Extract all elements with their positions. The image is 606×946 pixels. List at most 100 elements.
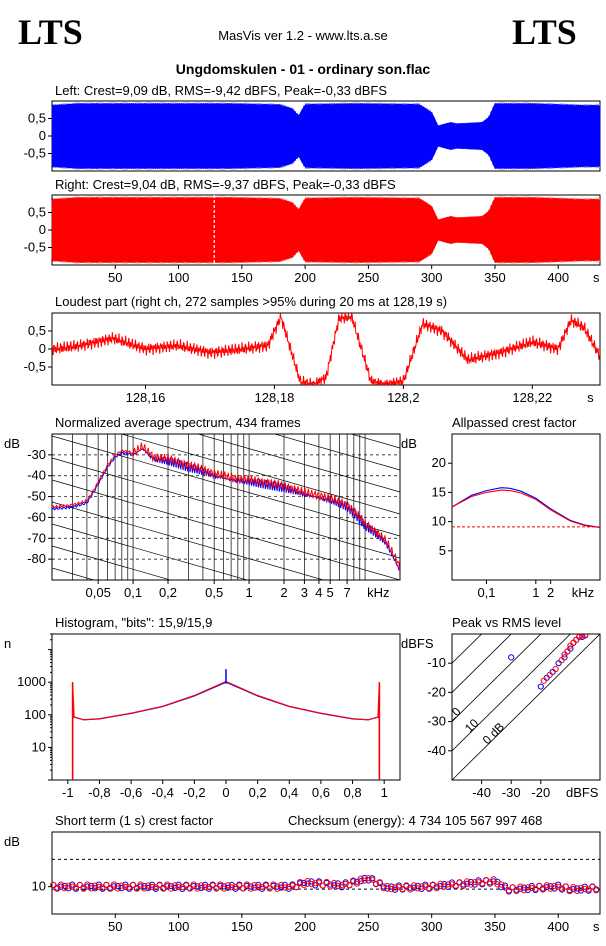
- short-crest-point: [490, 876, 497, 883]
- short-crest-point: [171, 884, 178, 892]
- right-xtick-label: 150: [231, 270, 253, 285]
- right-ytick-label: -0,5: [24, 240, 46, 255]
- short-crest-point: [577, 884, 585, 892]
- loudest-ytick-label: 0,5: [28, 323, 46, 338]
- short-crest-point: [566, 888, 573, 895]
- short-crest-point: [122, 883, 129, 891]
- spectrum-slope-line: [350, 434, 400, 449]
- right-xtick-label: 100: [168, 270, 190, 285]
- short-crest-point: [133, 885, 140, 892]
- short-crest-point: [186, 885, 193, 892]
- short-crest-point: [338, 884, 345, 891]
- short-crest-point: [334, 882, 342, 890]
- short-crest-point: [240, 885, 247, 892]
- peak-rms-point: [573, 636, 580, 643]
- short-crest-ytick-label: 10: [32, 879, 46, 894]
- spectrum-slope-line: [52, 457, 400, 559]
- spectrum-slope-line: [52, 545, 172, 580]
- short-crest-point: [486, 880, 493, 887]
- short-crest-point: [475, 877, 482, 884]
- right-xtick-label: 400: [547, 270, 569, 285]
- short-crest-point: [69, 881, 76, 888]
- short-crest-point: [270, 881, 277, 888]
- loudest-xtick-label: s: [587, 390, 594, 405]
- short-crest-point: [353, 878, 361, 885]
- short-crest-point: [91, 885, 99, 892]
- short-crest-xtick-label: s: [593, 919, 600, 934]
- short-crest-point: [247, 885, 254, 892]
- short-crest-point: [452, 882, 459, 889]
- short-crest-point: [319, 882, 326, 889]
- short-crest-point: [524, 884, 532, 891]
- short-crest-point: [536, 882, 543, 890]
- spectrum-grid: [52, 434, 400, 778]
- right-xtick-label: s: [593, 270, 600, 285]
- short-crest-point: [57, 881, 65, 888]
- peak-rms-crest-line: [452, 634, 571, 752]
- short-crest-point: [95, 883, 102, 890]
- short-crest-xtick-label: 200: [294, 919, 316, 934]
- allpassed-xtick-label: kHz: [572, 585, 594, 600]
- peak-rms-title: Peak vs RMS level: [452, 615, 561, 630]
- peak-rms-point: [549, 668, 556, 676]
- short-crest-point: [259, 885, 266, 892]
- short-crest-point: [456, 879, 463, 886]
- short-crest-point: [84, 881, 91, 888]
- short-crest-point: [213, 885, 220, 892]
- loudest-waveform: [51, 311, 601, 387]
- logo-left: LTS: [18, 12, 83, 52]
- short-crest-point: [369, 876, 376, 883]
- allpassed-ytick-label: 10: [432, 514, 446, 529]
- spectrum-ytick-label: -30: [27, 447, 46, 462]
- histogram-ytick-label: 100: [24, 707, 46, 722]
- histogram-frame: [51, 633, 401, 781]
- short-crest-point: [384, 883, 391, 890]
- short-crest-point: [445, 881, 452, 888]
- short-crest-point: [160, 885, 167, 892]
- spectrum-series-line: [52, 442, 400, 573]
- short-crest-point: [312, 880, 319, 887]
- short-crest-point: [353, 880, 361, 887]
- left-ytick-label: -0,5: [24, 146, 46, 161]
- short-crest-xtick-label: 100: [168, 919, 190, 934]
- short-crest-point: [145, 882, 152, 889]
- allpassed-ytick-label: 15: [432, 484, 446, 499]
- peak-rms-point: [555, 660, 562, 667]
- short-crest-point: [414, 882, 421, 889]
- histogram-xtick-label: -0,2: [183, 785, 205, 800]
- short-crest-point: [388, 886, 395, 893]
- short-crest-point: [555, 881, 562, 888]
- short-crest-point: [262, 882, 269, 889]
- short-crest-point: [346, 882, 353, 889]
- short-crest-xtick-label: 400: [547, 919, 569, 934]
- short-crest-point: [129, 882, 137, 889]
- short-crest-point: [475, 879, 482, 886]
- short-crest-point: [198, 884, 205, 892]
- allpassed-ylabel: dB: [401, 436, 417, 451]
- short-crest-point: [407, 886, 414, 893]
- peak-rms-point: [552, 665, 559, 673]
- allpassed-ytick-label: 5: [439, 543, 446, 558]
- short-crest-point: [570, 884, 577, 891]
- short-crest-point: [388, 883, 395, 890]
- short-crest-point: [342, 880, 349, 887]
- short-crest-point: [577, 887, 585, 894]
- right-channel-title: Right: Crest=9,04 dB, RMS=-9,37 dBFS, Pe…: [55, 177, 396, 192]
- histogram-ylabel: n: [4, 636, 11, 651]
- short-crest-point: [221, 885, 228, 892]
- short-crest-point: [433, 885, 440, 892]
- spectrum-title: Normalized average spectrum, 434 frames: [55, 415, 301, 430]
- right-waveform: [51, 196, 601, 264]
- peak-rms-frame: [451, 633, 601, 781]
- loudest-ytick-label: -0,5: [24, 359, 46, 374]
- short-crest-point: [148, 883, 156, 891]
- histogram-xtick-label: -0,8: [88, 785, 110, 800]
- peak-rms-xtick-label: -20: [531, 785, 550, 800]
- spectrum-slope-line: [52, 678, 400, 778]
- short-crest-point: [498, 881, 505, 888]
- short-crest-point: [236, 882, 243, 889]
- left-ytick-label: 0,5: [28, 111, 46, 126]
- short-crest-point: [551, 882, 558, 890]
- short-crest-point: [558, 885, 566, 892]
